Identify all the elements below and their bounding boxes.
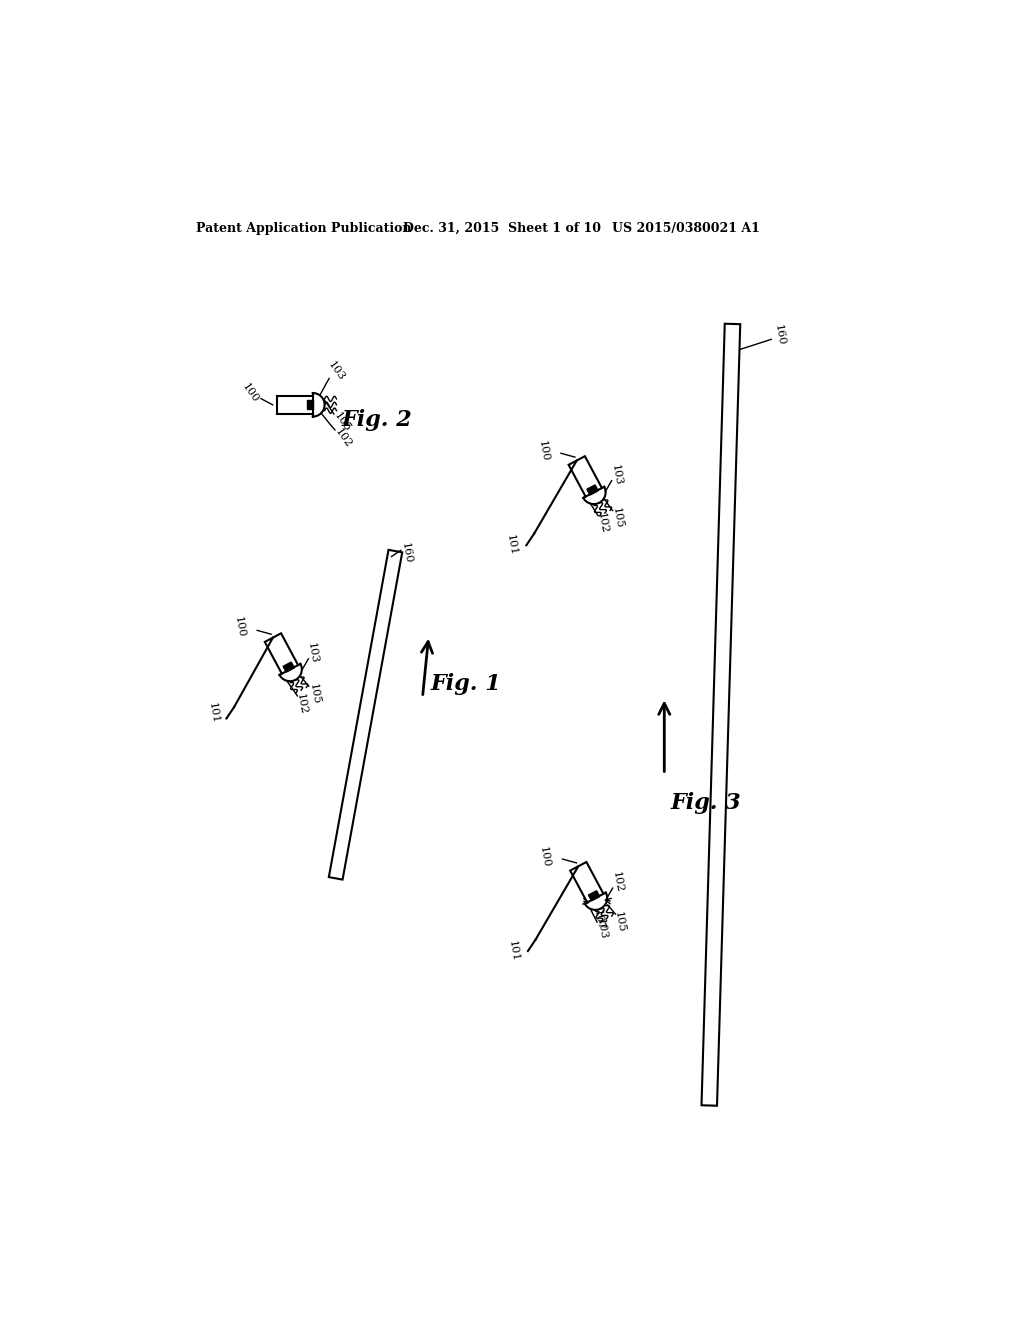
Text: 107: 107 (592, 908, 605, 931)
Polygon shape (587, 484, 598, 495)
Text: 103: 103 (595, 917, 608, 940)
Text: 103: 103 (609, 463, 623, 487)
Text: Fig. 2: Fig. 2 (341, 409, 412, 432)
Polygon shape (589, 891, 600, 900)
Text: 101: 101 (506, 940, 520, 962)
Text: 105: 105 (610, 506, 624, 529)
Text: 105: 105 (307, 682, 321, 705)
Text: 100: 100 (538, 845, 551, 869)
Text: 102: 102 (294, 692, 308, 715)
Text: 102: 102 (333, 426, 353, 449)
Text: 103: 103 (326, 359, 346, 383)
Text: 101: 101 (505, 533, 518, 557)
Text: 101: 101 (207, 702, 220, 725)
Text: Fig. 1: Fig. 1 (430, 673, 501, 694)
Text: 103: 103 (306, 642, 319, 664)
Text: 102: 102 (610, 870, 624, 894)
Polygon shape (307, 400, 313, 409)
Text: Fig. 3: Fig. 3 (671, 792, 741, 814)
Text: 102: 102 (596, 512, 609, 535)
Text: Patent Application Publication: Patent Application Publication (197, 222, 412, 235)
Text: 160: 160 (399, 541, 413, 564)
Polygon shape (283, 663, 294, 672)
Text: 100: 100 (232, 615, 246, 638)
Text: 100: 100 (240, 381, 260, 405)
Text: 160: 160 (773, 325, 786, 347)
Text: 105: 105 (333, 411, 353, 433)
Text: Dec. 31, 2015  Sheet 1 of 10: Dec. 31, 2015 Sheet 1 of 10 (403, 222, 601, 235)
Text: 105: 105 (613, 911, 627, 933)
Text: US 2015/0380021 A1: US 2015/0380021 A1 (612, 222, 760, 235)
Text: 100: 100 (537, 440, 550, 462)
